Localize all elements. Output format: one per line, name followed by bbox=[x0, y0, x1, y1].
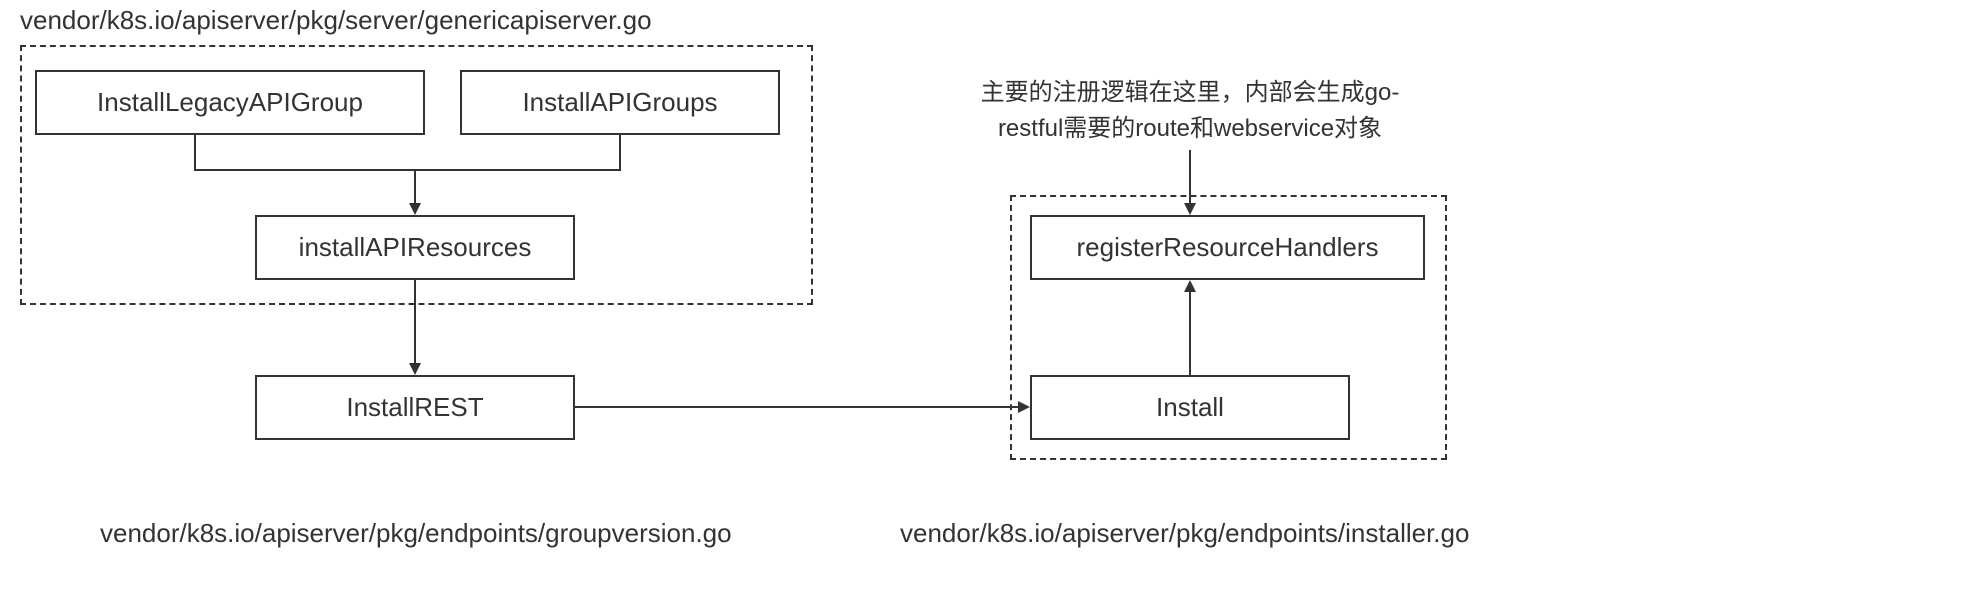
annotation-line-2: restful需要的route和webservice对象 bbox=[940, 111, 1440, 147]
node-install-api-groups: InstallAPIGroups bbox=[460, 70, 780, 135]
label-bottom-left: vendor/k8s.io/apiserver/pkg/endpoints/gr… bbox=[100, 518, 732, 549]
label-top-left: vendor/k8s.io/apiserver/pkg/server/gener… bbox=[20, 5, 652, 36]
node-install-api-resources: installAPIResources bbox=[255, 215, 575, 280]
node-install-rest: InstallREST bbox=[255, 375, 575, 440]
node-register-resource-handlers: registerResourceHandlers bbox=[1030, 215, 1425, 280]
annotation-line-1: 主要的注册逻辑在这里，内部会生成go- bbox=[940, 75, 1440, 111]
annotation-text: 主要的注册逻辑在这里，内部会生成go- restful需要的route和webs… bbox=[940, 75, 1440, 147]
node-install-legacy-api-group: InstallLegacyAPIGroup bbox=[35, 70, 425, 135]
label-bottom-right: vendor/k8s.io/apiserver/pkg/endpoints/in… bbox=[900, 518, 1469, 549]
node-install: Install bbox=[1030, 375, 1350, 440]
